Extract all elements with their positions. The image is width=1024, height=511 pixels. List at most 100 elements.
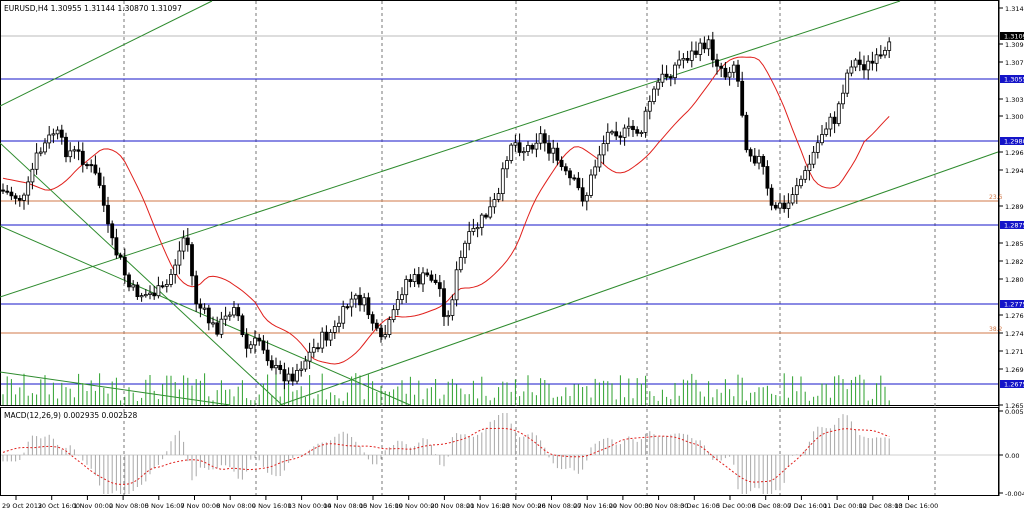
candle-body[interactable] bbox=[668, 76, 673, 79]
candle-body[interactable] bbox=[261, 340, 266, 351]
candle-body[interactable] bbox=[404, 279, 409, 296]
candle-body[interactable] bbox=[849, 66, 854, 74]
candle-body[interactable] bbox=[534, 142, 539, 150]
candle-body[interactable] bbox=[883, 50, 887, 56]
candle-body[interactable] bbox=[761, 155, 766, 167]
candle-body[interactable] bbox=[614, 131, 619, 137]
candle-body[interactable] bbox=[828, 116, 833, 130]
candle-body[interactable] bbox=[786, 202, 791, 209]
candle-body[interactable] bbox=[500, 168, 505, 195]
candle-body[interactable] bbox=[425, 272, 430, 276]
candle-body[interactable] bbox=[416, 274, 421, 285]
candle-body[interactable] bbox=[538, 133, 543, 144]
candle-body[interactable] bbox=[874, 54, 879, 64]
candle-body[interactable] bbox=[752, 155, 757, 164]
candle-body[interactable] bbox=[765, 166, 770, 189]
candle-body[interactable] bbox=[862, 64, 866, 71]
candle-body[interactable] bbox=[173, 264, 178, 275]
candle-body[interactable] bbox=[572, 177, 577, 180]
candle-body[interactable] bbox=[475, 227, 480, 230]
candle-body[interactable] bbox=[555, 147, 560, 161]
candle-body[interactable] bbox=[715, 59, 719, 67]
candle-body[interactable] bbox=[559, 159, 564, 168]
candle-body[interactable] bbox=[101, 185, 106, 206]
candle-body[interactable] bbox=[870, 60, 875, 64]
candle-body[interactable] bbox=[22, 194, 26, 201]
candle-body[interactable] bbox=[194, 275, 199, 305]
candle-body[interactable] bbox=[815, 142, 820, 153]
candle-body[interactable] bbox=[652, 88, 656, 102]
candle-body[interactable] bbox=[76, 149, 81, 152]
candle-body[interactable] bbox=[379, 327, 383, 338]
candle-body[interactable] bbox=[5, 190, 10, 193]
candle-body[interactable] bbox=[190, 244, 194, 277]
candle-body[interactable] bbox=[97, 172, 102, 186]
candle-body[interactable] bbox=[492, 199, 497, 208]
candle-body[interactable] bbox=[177, 250, 182, 266]
candle-body[interactable] bbox=[366, 297, 371, 316]
candle-body[interactable] bbox=[13, 195, 18, 199]
candle-body[interactable] bbox=[156, 285, 161, 297]
candle-body[interactable] bbox=[836, 103, 841, 124]
candle-body[interactable] bbox=[223, 315, 228, 320]
candle-body[interactable] bbox=[131, 284, 136, 288]
candle-body[interactable] bbox=[635, 129, 640, 134]
candlesticks[interactable] bbox=[1, 31, 892, 390]
candle-body[interactable] bbox=[106, 204, 110, 225]
candle-body[interactable] bbox=[450, 299, 455, 316]
candle-body[interactable] bbox=[437, 282, 442, 290]
candle-body[interactable] bbox=[740, 80, 745, 116]
candle-body[interactable] bbox=[673, 64, 677, 78]
candle-body[interactable] bbox=[227, 314, 232, 317]
candle-body[interactable] bbox=[278, 364, 283, 370]
candle-body[interactable] bbox=[773, 204, 778, 209]
candle-body[interactable] bbox=[702, 42, 707, 50]
price-panel[interactable] bbox=[0, 0, 999, 406]
candle-body[interactable] bbox=[694, 50, 698, 55]
candle-body[interactable] bbox=[799, 178, 803, 187]
candle-body[interactable] bbox=[664, 73, 669, 78]
candle-body[interactable] bbox=[286, 373, 291, 382]
candle-body[interactable] bbox=[85, 164, 89, 167]
candle-body[interactable] bbox=[517, 142, 522, 153]
candle-body[interactable] bbox=[580, 187, 585, 202]
candle-body[interactable] bbox=[584, 194, 589, 202]
candle-body[interactable] bbox=[240, 315, 245, 335]
candle-body[interactable] bbox=[530, 144, 535, 150]
candle-body[interactable] bbox=[622, 127, 627, 138]
candle-body[interactable] bbox=[320, 331, 325, 349]
candle-body[interactable] bbox=[211, 322, 215, 325]
candle-body[interactable] bbox=[412, 274, 417, 282]
candle-body[interactable] bbox=[135, 284, 140, 298]
candle-body[interactable] bbox=[736, 64, 740, 82]
candle-body[interactable] bbox=[757, 155, 761, 164]
candle-body[interactable] bbox=[80, 150, 85, 165]
candle-body[interactable] bbox=[236, 307, 241, 317]
candle-body[interactable] bbox=[626, 125, 631, 129]
candle-body[interactable] bbox=[383, 334, 388, 338]
candle-body[interactable] bbox=[505, 160, 509, 170]
candle-body[interactable] bbox=[64, 136, 68, 158]
candle-body[interactable] bbox=[89, 164, 94, 167]
candle-body[interactable] bbox=[353, 294, 358, 300]
candle-body[interactable] bbox=[51, 133, 56, 136]
candle-body[interactable] bbox=[639, 131, 644, 134]
candle-body[interactable] bbox=[30, 168, 35, 183]
candle-body[interactable] bbox=[698, 42, 703, 55]
candle-body[interactable] bbox=[807, 163, 812, 171]
candle-body[interactable] bbox=[17, 197, 22, 201]
candle-body[interactable] bbox=[731, 64, 736, 73]
candle-body[interactable] bbox=[841, 92, 845, 105]
candle-body[interactable] bbox=[820, 134, 824, 144]
macd-panel[interactable] bbox=[0, 407, 999, 496]
candle-body[interactable] bbox=[463, 242, 467, 258]
candle-body[interactable] bbox=[303, 360, 308, 370]
candle-body[interactable] bbox=[887, 41, 892, 51]
candle-body[interactable] bbox=[311, 347, 316, 353]
candle-body[interactable] bbox=[568, 170, 572, 179]
candle-body[interactable] bbox=[811, 151, 816, 165]
candle-body[interactable] bbox=[454, 269, 459, 301]
candle-body[interactable] bbox=[681, 58, 686, 61]
candle-body[interactable] bbox=[38, 151, 43, 154]
candle-body[interactable] bbox=[143, 294, 148, 297]
